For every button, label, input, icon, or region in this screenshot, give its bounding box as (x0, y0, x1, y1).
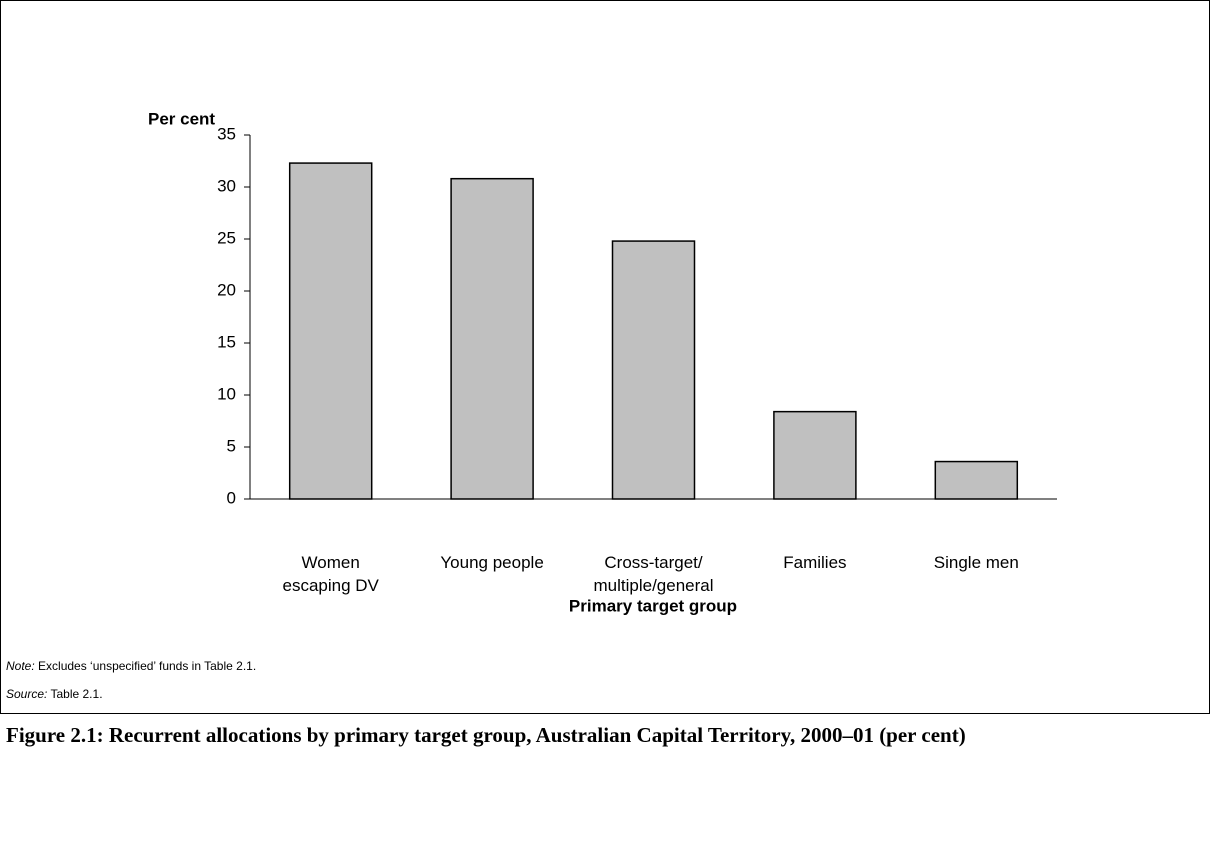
bar (773, 410, 857, 500)
bar (611, 240, 696, 500)
y-tick-label: 0 (227, 488, 236, 507)
bar (450, 177, 534, 500)
x-tick-label: Women escaping DV (282, 553, 379, 595)
y-axis-title: Per cent (148, 109, 215, 128)
source-text: Table 2.1. (50, 687, 103, 701)
y-tick-label: 35 (217, 124, 236, 143)
x-tick-label: Families (783, 553, 847, 572)
y-tick-label: 15 (217, 332, 236, 351)
note: Note: Excludes ‘unspecified’ funds in Ta… (6, 659, 256, 673)
x-tick-label: Single men (933, 553, 1019, 572)
source: Source: Table 2.1. (6, 687, 103, 701)
x-tick-label: Cross-target/ multiple/general (593, 553, 714, 595)
note-text: Excludes ‘unspecified’ funds in Table 2.… (38, 659, 257, 673)
note-label: Note: (6, 659, 35, 673)
caption: Figure 2.1: Recurrent allocations by pri… (6, 723, 966, 747)
y-tick-label: 25 (217, 228, 236, 247)
x-tick-label: Young people (440, 553, 544, 572)
source-label: Source: (6, 687, 48, 701)
y-tick-label: 10 (217, 384, 236, 403)
chart: Per cent Primary target group 0 5 10 15 20 25… (148, 109, 1057, 615)
bar (288, 162, 373, 500)
y-tick-label: 30 (217, 176, 236, 195)
x-axis-title: Primary target group (569, 596, 737, 615)
bar (934, 460, 1019, 500)
y-tick-label: 20 (217, 280, 236, 299)
y-tick-label: 5 (227, 436, 236, 455)
